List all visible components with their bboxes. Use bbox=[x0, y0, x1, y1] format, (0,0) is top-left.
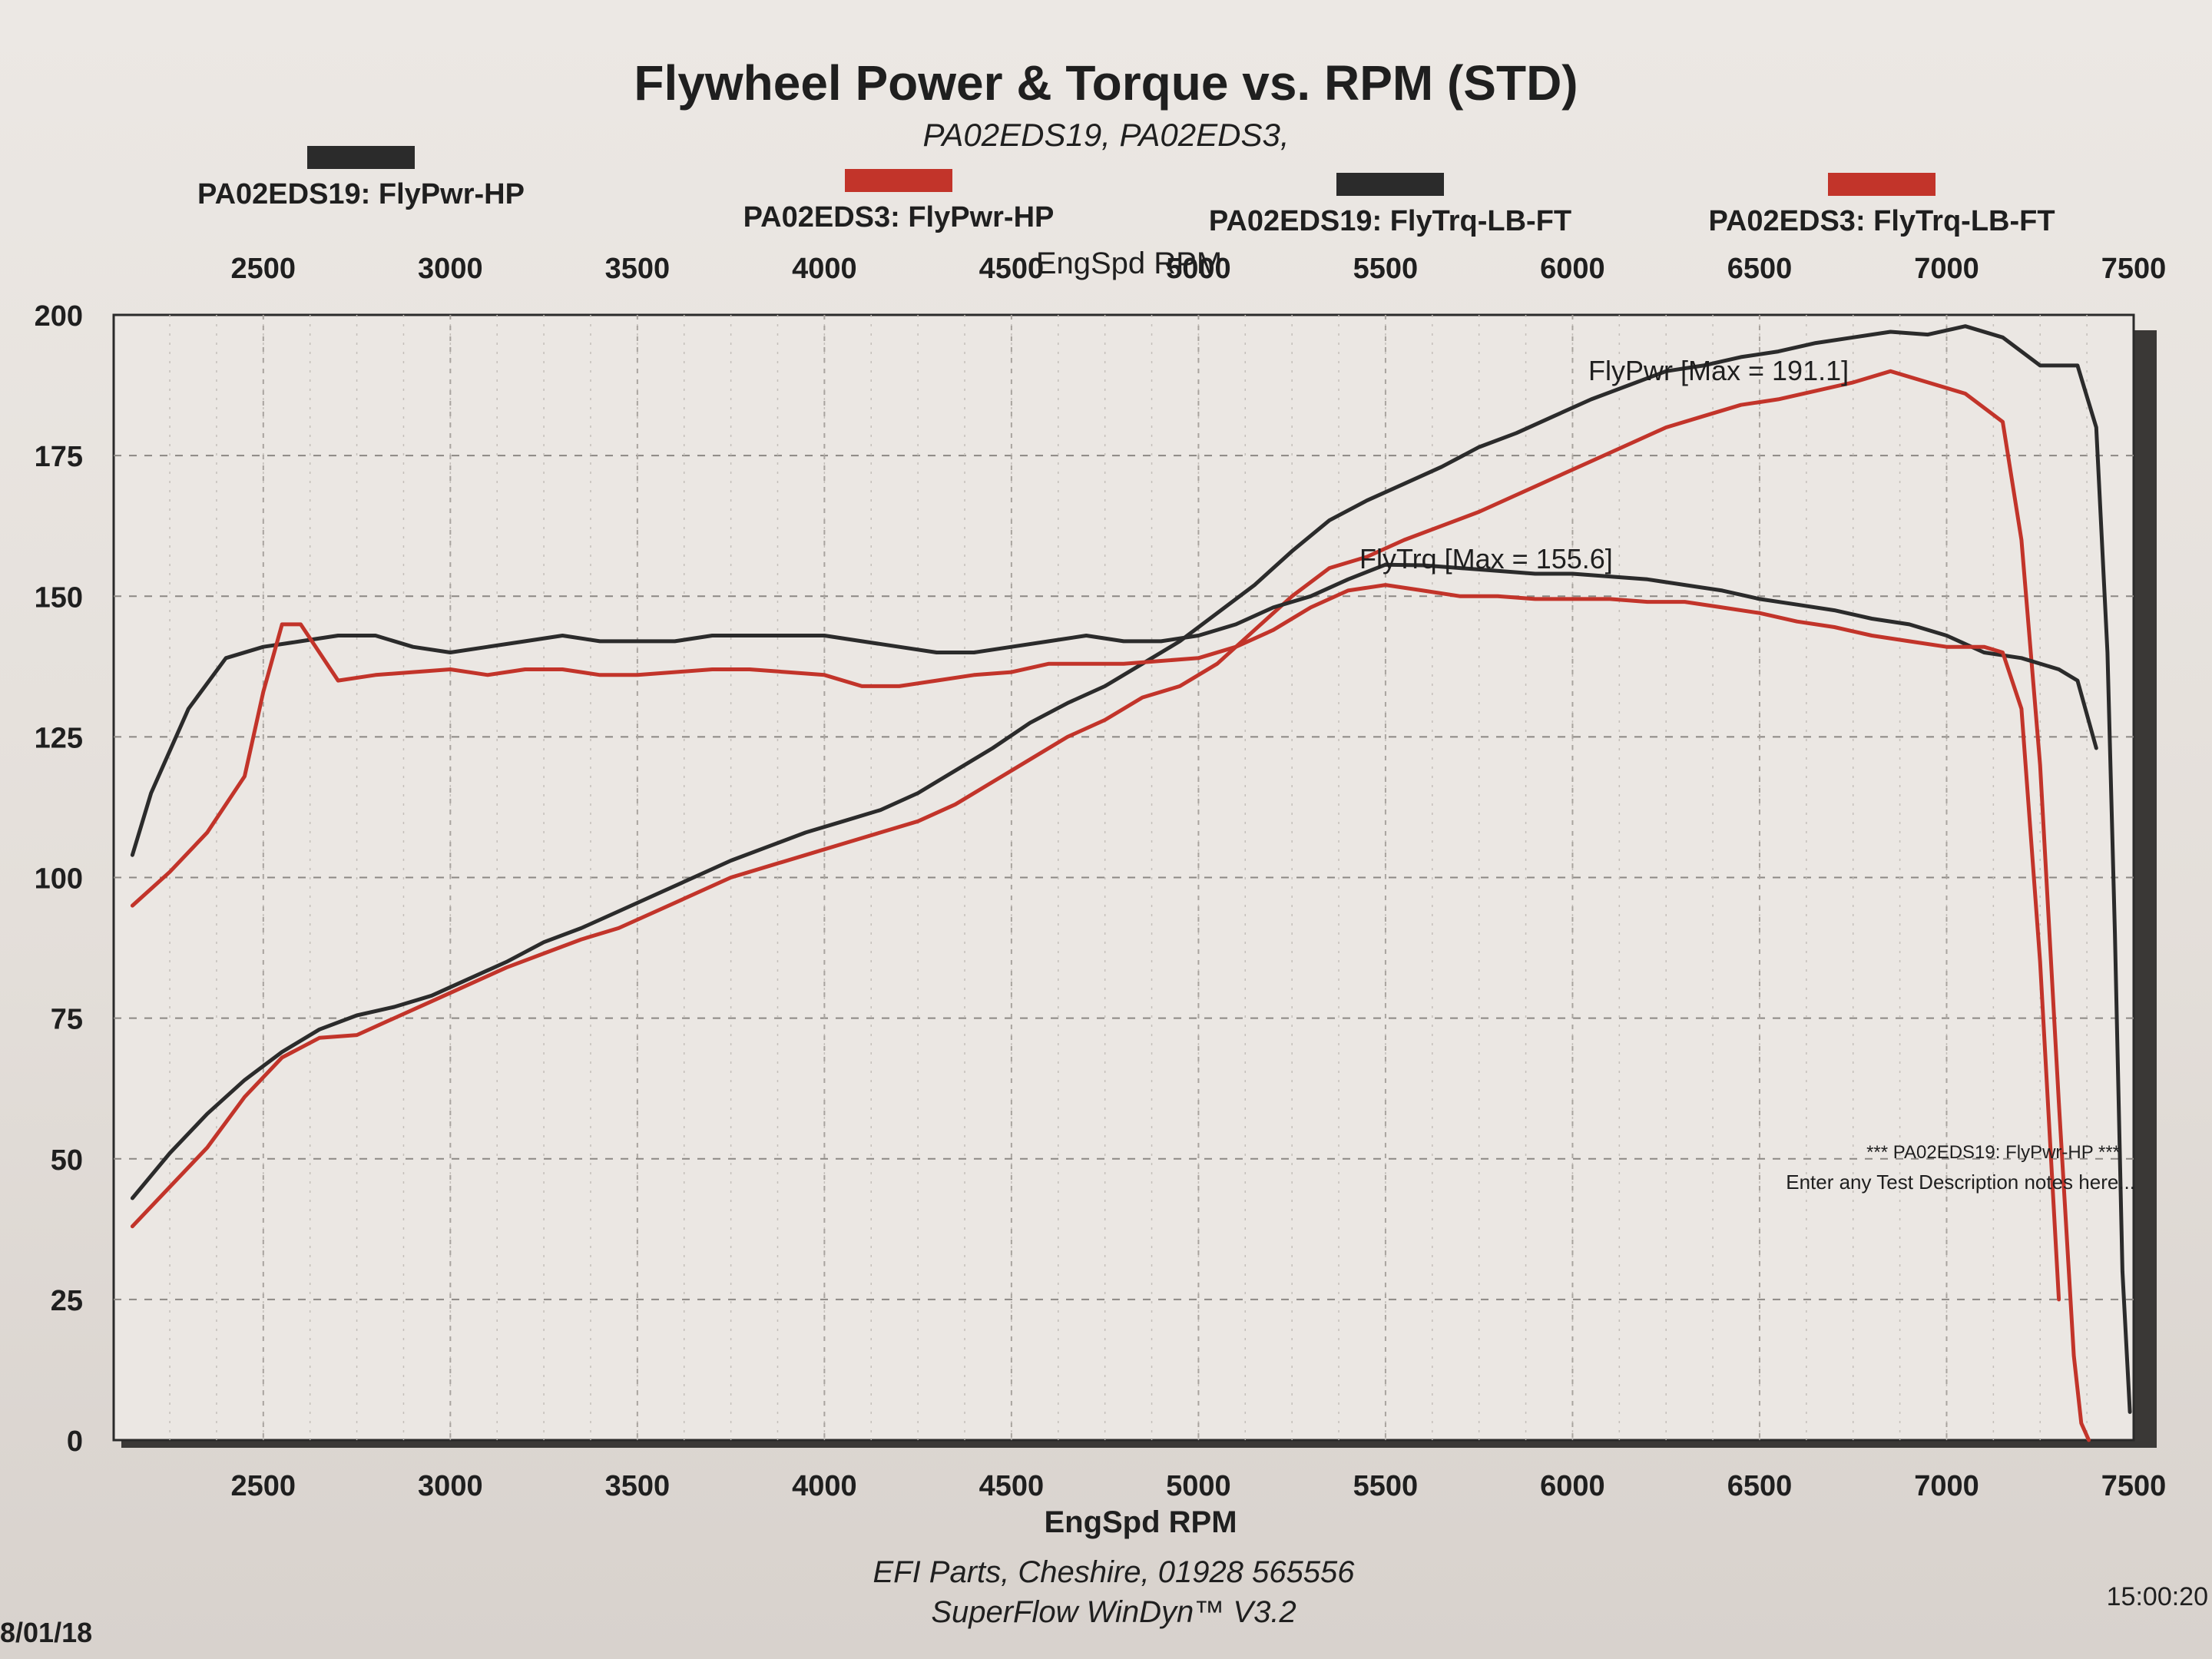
legend-swatch-0 bbox=[307, 146, 415, 169]
x-tick-label-bottom: 2500 bbox=[231, 1470, 296, 1502]
x-tick-label-bottom: 4000 bbox=[792, 1470, 857, 1502]
legend-swatch-3 bbox=[1828, 173, 1936, 196]
x-tick-label-top: 7500 bbox=[2101, 253, 2167, 285]
series-line-2 bbox=[130, 562, 2098, 857]
y-tick-label: 200 bbox=[35, 300, 83, 333]
x-tick-label-bottom: 7000 bbox=[1914, 1470, 1979, 1502]
y-tick-label: 50 bbox=[51, 1144, 83, 1177]
x-tick-label-top: 4500 bbox=[979, 253, 1045, 285]
x-tick-label-bottom: 3500 bbox=[605, 1470, 671, 1502]
x-tick-label-bottom: 4500 bbox=[979, 1470, 1045, 1502]
footer-company: EFI Parts, Cheshire, 01928 565556 bbox=[873, 1555, 1355, 1589]
x-tick-label-top: 4000 bbox=[792, 253, 857, 285]
chart-subtitle: PA02EDS19, PA02EDS3, bbox=[922, 117, 1289, 153]
x-tick-label-top: 6500 bbox=[1727, 253, 1793, 285]
y-tick-label: 0 bbox=[67, 1426, 83, 1458]
x-tick-label-bottom: 6500 bbox=[1727, 1470, 1793, 1502]
top-axis-title: EngSpd RPM bbox=[1036, 247, 1222, 280]
y-tick-label: 75 bbox=[51, 1004, 83, 1036]
x-tick-label-bottom: 5000 bbox=[1166, 1470, 1231, 1502]
series-line-3 bbox=[130, 583, 2061, 1302]
bottom-axis-title: EngSpd RPM bbox=[1044, 1505, 1237, 1539]
y-tick-label: 150 bbox=[35, 581, 83, 614]
y-tick-label: 125 bbox=[35, 722, 83, 754]
plot-area bbox=[112, 313, 2135, 1442]
annotation-flypwr-max: FlyPwr [Max = 191.1] bbox=[1588, 355, 1849, 386]
x-tick-label-bottom: 6000 bbox=[1540, 1470, 1605, 1502]
legend-label-2: PA02EDS19: FlyTrq-LB-FT bbox=[1209, 205, 1571, 237]
x-tick-label-top: 7000 bbox=[1914, 253, 1979, 285]
x-tick-label-top: 5000 bbox=[1166, 253, 1231, 285]
x-tick-label-top: 3000 bbox=[418, 253, 483, 285]
x-tick-label-top: 5500 bbox=[1353, 253, 1419, 285]
legend-swatch-1 bbox=[845, 169, 952, 192]
x-tick-label-top: 3500 bbox=[605, 253, 671, 285]
chart-title: Flywheel Power & Torque vs. RPM (STD) bbox=[634, 55, 1578, 111]
y-tick-label: 100 bbox=[35, 863, 83, 896]
footer-software: SuperFlow WinDyn™ V3.2 bbox=[931, 1595, 1296, 1629]
test-note-description: Enter any Test Description notes here... bbox=[1786, 1171, 2135, 1194]
y-tick-label: 25 bbox=[51, 1285, 83, 1317]
x-tick-label-top: 2500 bbox=[231, 253, 296, 285]
footer-time: 15:00:20 bbox=[2107, 1582, 2208, 1611]
legend: PA02EDS19: FlyPwr-HP PA02EDS3: FlyPwr-HP P… bbox=[197, 146, 2055, 237]
x-tick-label-bottom: 3000 bbox=[418, 1470, 483, 1502]
x-tick-label-top: 6000 bbox=[1540, 253, 1605, 285]
series-line-1 bbox=[130, 369, 2091, 1442]
legend-label-3: PA02EDS3: FlyTrq-LB-FT bbox=[1708, 205, 2055, 237]
footer-date: 8/01/18 bbox=[0, 1617, 92, 1648]
axis-ticks: 0 25 50 75 100 125 150 175 200 2500 2500 3000 3000 35… bbox=[35, 253, 2167, 1502]
y-tick-label: 175 bbox=[35, 441, 83, 473]
x-tick-label-bottom: 5500 bbox=[1353, 1470, 1419, 1502]
legend-swatch-2 bbox=[1336, 173, 1444, 196]
legend-label-0: PA02EDS19: FlyPwr-HP bbox=[197, 178, 525, 210]
annotation-flytrq-max: FlyTrq [Max = 155.6] bbox=[1359, 543, 1613, 575]
x-tick-label-bottom: 7500 bbox=[2101, 1470, 2167, 1502]
series-line-0 bbox=[130, 324, 2132, 1414]
series-group bbox=[130, 324, 2132, 1442]
test-note-title: *** PA02EDS19: FlyPwr-HP *** bbox=[1866, 1142, 2120, 1163]
legend-label-1: PA02EDS3: FlyPwr-HP bbox=[743, 201, 1055, 233]
grid bbox=[114, 315, 2134, 1440]
